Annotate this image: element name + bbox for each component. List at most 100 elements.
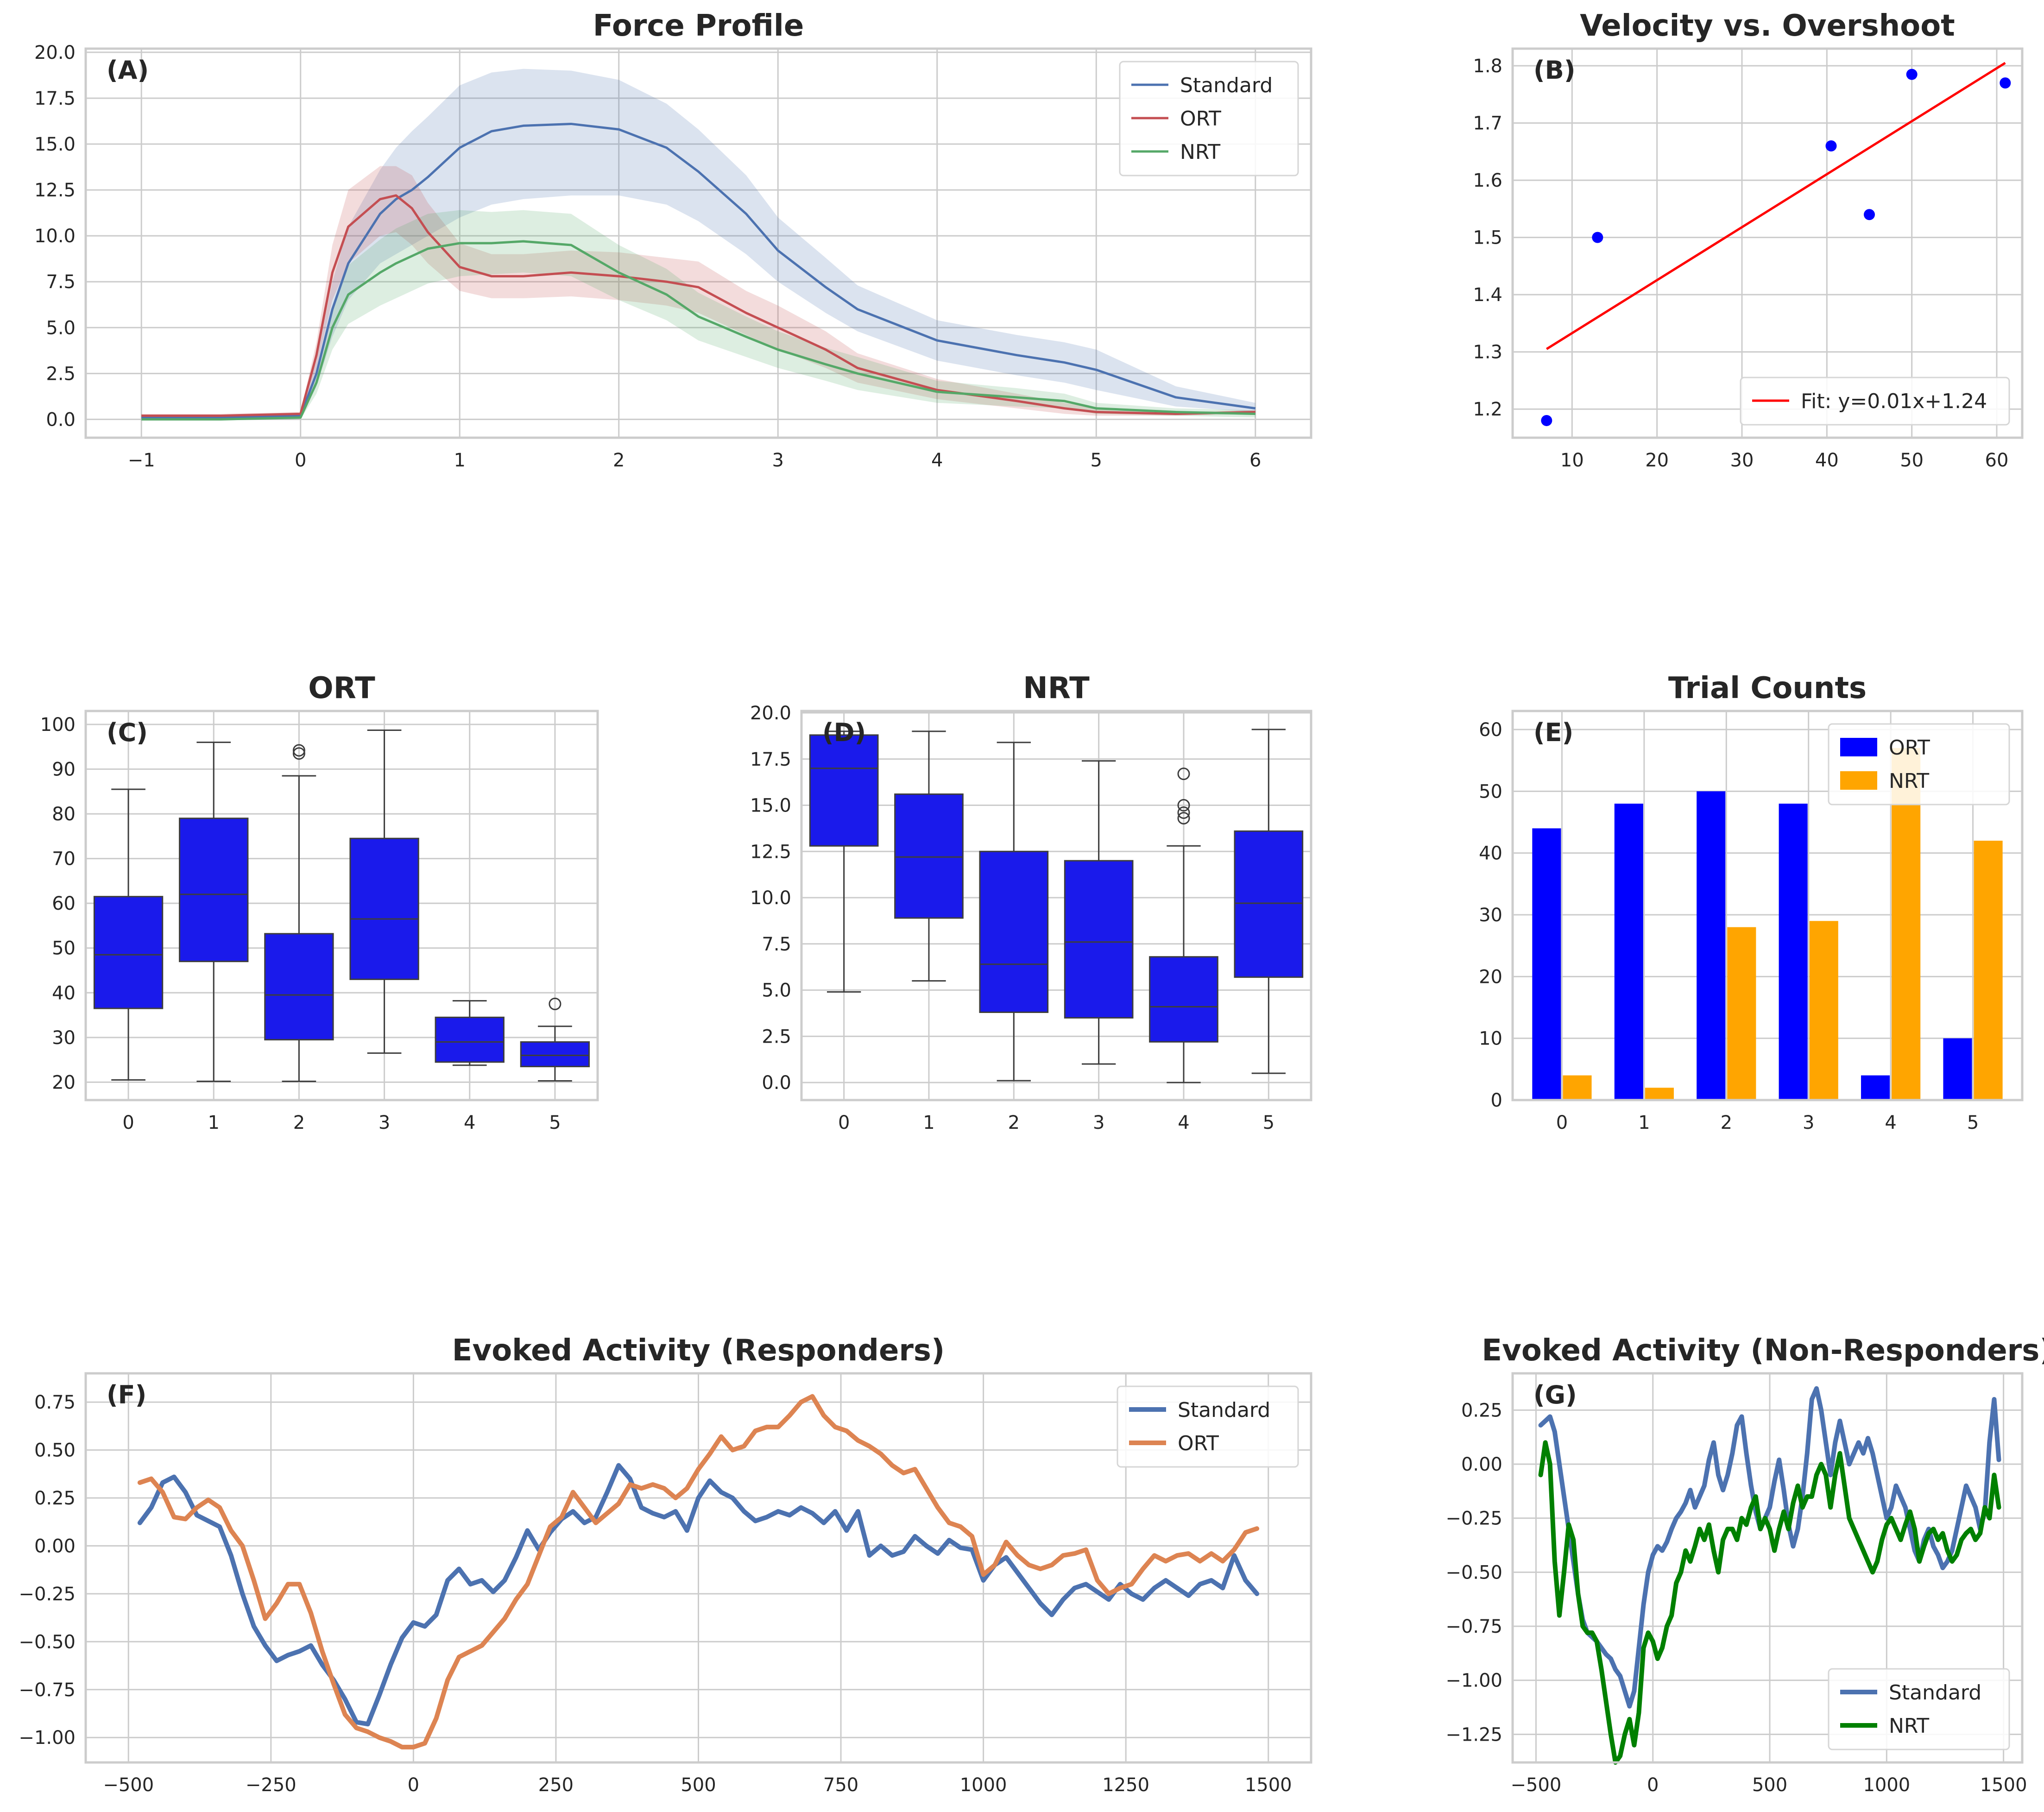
y-tick-label: 80 xyxy=(52,804,76,825)
series-line-standard xyxy=(141,122,1256,419)
y-tick-label: 5.0 xyxy=(46,317,76,339)
x-tick-label: −250 xyxy=(246,1774,297,1796)
y-tick-label: −0.25 xyxy=(19,1584,76,1605)
x-tick-label: 3 xyxy=(1093,1112,1104,1133)
panel-label: (A) xyxy=(107,56,149,85)
x-tick-label: 20 xyxy=(1645,450,1669,471)
y-tick-label: 0.00 xyxy=(1461,1454,1502,1475)
legend-label: NRT xyxy=(1889,769,1929,793)
legend-label: ORT xyxy=(1178,1432,1219,1455)
x-tick-label: 4 xyxy=(464,1112,475,1133)
x-tick-label: 3 xyxy=(1803,1112,1814,1133)
gridlines xyxy=(86,49,1311,438)
chart-title: Evoked Activity (Non-Responders) xyxy=(1482,1334,2044,1368)
bar-ort xyxy=(1943,1038,1972,1100)
legend-label: ORT xyxy=(1889,736,1930,760)
outlier-point xyxy=(292,744,305,757)
y-tick-label: 1.2 xyxy=(1473,399,1502,420)
box-1 xyxy=(894,730,964,982)
plot-frame xyxy=(84,1372,1312,1764)
series-line-nrt xyxy=(1538,1440,2001,1765)
legend-item: Fit: y=0.01x+1.24 xyxy=(1752,390,1987,413)
plot-frame xyxy=(84,710,599,1101)
legend-label: Standard xyxy=(1178,1398,1270,1422)
panel-label: (F) xyxy=(107,1380,146,1409)
y-tick-label: 0.75 xyxy=(34,1392,76,1413)
x-tick-label: 1000 xyxy=(960,1774,1007,1796)
y-tick-label: 1.3 xyxy=(1473,342,1502,363)
outlier-point xyxy=(549,997,561,1010)
y-tick-label: 0.50 xyxy=(34,1440,76,1461)
x-tick-label: 1500 xyxy=(1980,1774,2027,1796)
legend-frame xyxy=(1117,1385,1299,1468)
legend: ORT NRT xyxy=(1828,723,2010,805)
box-body xyxy=(1064,860,1134,1019)
box-2 xyxy=(979,742,1049,1082)
x-tick-label: 1500 xyxy=(1245,1774,1292,1796)
y-tick-label: 17.5 xyxy=(34,88,76,109)
y-tick-label: 1.6 xyxy=(1473,170,1502,191)
x-tick-label: 0 xyxy=(122,1112,134,1133)
y-tick-label: 40 xyxy=(52,982,76,1004)
series-line-ort xyxy=(141,194,1255,417)
x-tick-label: 1000 xyxy=(1863,1774,1910,1796)
x-tick-label: 2 xyxy=(613,450,625,471)
x-tick-label: 40 xyxy=(1815,450,1839,471)
x-tick-label: 30 xyxy=(1730,450,1754,471)
x-tick-label: 2 xyxy=(293,1112,305,1133)
legend-label: ORT xyxy=(1180,107,1221,131)
legend-frame xyxy=(1740,377,2010,426)
x-tick-label: 60 xyxy=(1985,450,2009,471)
y-tick-label: 1.5 xyxy=(1473,227,1502,249)
bar-nrt xyxy=(1809,921,1838,1100)
plot-frame xyxy=(1511,710,2024,1101)
panel-g: −1.25 −1.00 −0.75 −0.50 −0.25 0.00 0.25 −500 0 50… xyxy=(1445,1334,2044,1796)
y-tick-label: −1.00 xyxy=(1445,1670,1502,1692)
legend-item: ORT xyxy=(1129,1432,1219,1455)
legend-swatch xyxy=(1840,771,1877,790)
scatter-point xyxy=(1592,232,1603,243)
bar-nrt xyxy=(1727,927,1756,1100)
ci-band-standard xyxy=(141,69,1255,419)
x-tick-label: 0 xyxy=(838,1112,850,1133)
legend-label: NRT xyxy=(1889,1714,1929,1738)
y-tick-label: 10 xyxy=(1479,1028,1502,1050)
legend-item: Standard xyxy=(1131,74,1273,97)
box-3 xyxy=(1064,760,1134,1065)
plot-frame xyxy=(1511,1372,2024,1764)
panel-e: 0 10 20 30 40 50 60 0 1 2 3 4 5 Trial Counts (E) ORT NRT xyxy=(1479,671,2024,1133)
y-tick-label: 30 xyxy=(1479,905,1502,926)
panel-d: 0.0 2.5 5.0 7.5 10.0 12.5 15.0 17.5 20.0 0 1 2 3 4 5 NR… xyxy=(750,671,1312,1133)
box-body xyxy=(435,1016,505,1063)
box-5 xyxy=(520,997,590,1082)
x-tick-label: 5 xyxy=(549,1112,561,1133)
y-tick-label: −0.50 xyxy=(1445,1562,1502,1583)
y-tick-label: −0.25 xyxy=(1445,1508,1502,1529)
chart-title: NRT xyxy=(1023,671,1090,705)
bar-nrt xyxy=(1892,748,1921,1100)
x-tick-label: 4 xyxy=(1885,1112,1896,1133)
plot-frame xyxy=(800,710,1312,1101)
y-tick-label: 15.0 xyxy=(750,795,791,817)
x-tick-label: 0 xyxy=(408,1774,419,1796)
y-tick-label: 20.0 xyxy=(34,42,76,63)
panel-a: 0.0 2.5 5.0 7.5 10.0 12.5 15.0 17.5 20.0 −1 0 1 2 3 4 5… xyxy=(34,9,1312,471)
outlier-point xyxy=(1177,768,1190,780)
y-tick-label: 70 xyxy=(52,849,76,870)
y-tick-label: −0.75 xyxy=(19,1680,76,1701)
scatter-point xyxy=(2000,77,2011,89)
x-tick-label: 1 xyxy=(454,450,466,471)
plot-frame xyxy=(84,47,1312,439)
bar-ort xyxy=(1614,804,1643,1100)
legend-item: NRT xyxy=(1840,1714,1929,1738)
y-tick-label: 20.0 xyxy=(750,703,791,724)
x-tick-label: 500 xyxy=(681,1774,716,1796)
fit-line xyxy=(1546,62,2006,350)
bar-ort xyxy=(1779,804,1808,1100)
y-tick-label: 0.00 xyxy=(34,1535,76,1557)
x-tick-label: 6 xyxy=(1249,450,1261,471)
box-body xyxy=(1234,830,1304,978)
outlier-point xyxy=(1177,806,1190,819)
legend-item: Standard xyxy=(1840,1681,1981,1705)
y-tick-label: 2.5 xyxy=(762,1026,791,1047)
